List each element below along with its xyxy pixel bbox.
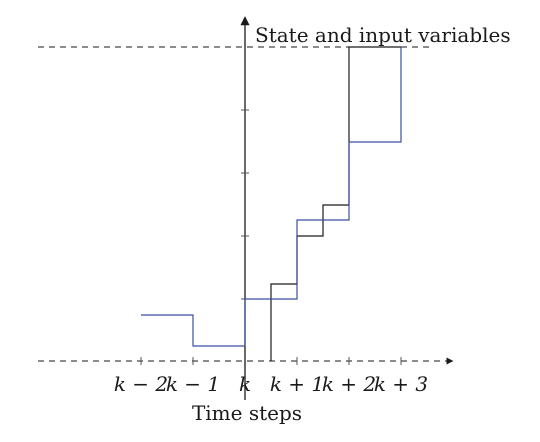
x-axis-label: Time steps [192,401,302,425]
y-axis-label: State and input variables [255,23,511,47]
x-tick-label-k-plus-3: k + 3 [374,372,428,396]
x-tick-label-k-minus-1: k − 1 [166,372,220,396]
x-tick-label-k-plus-2: k + 2 [322,372,376,396]
x-tick-label-k: k [239,372,251,396]
x-tick-label-k-minus-2: k − 2 [114,372,168,396]
input-trajectory-line [141,47,402,347]
x-tick-label-k-plus-1: k + 1 [270,372,324,396]
x-axis-ticks [140,357,402,365]
state-trajectory-line [270,46,401,361]
